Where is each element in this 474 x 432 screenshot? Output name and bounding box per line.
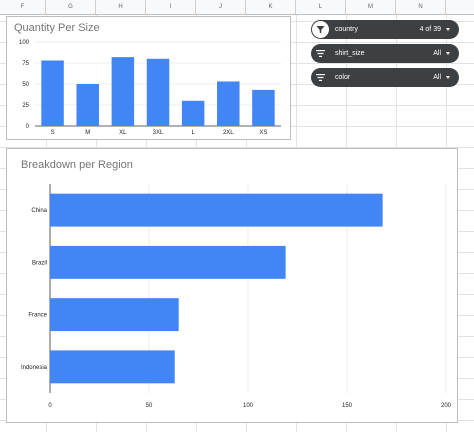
x-tick-label: XL — [119, 130, 127, 136]
x-tick-label: S — [51, 130, 55, 136]
bar-l — [181, 100, 205, 126]
x-tick-label: 0 — [48, 403, 52, 409]
y-tick-label: France — [28, 313, 47, 319]
filter-lines-icon[interactable] — [312, 69, 329, 86]
y-tick-label: China — [31, 208, 47, 214]
funnel-filled-icon[interactable] — [312, 21, 329, 38]
y-tick-label: 25 — [22, 103, 29, 109]
column-header-g[interactable]: G — [46, 0, 96, 14]
x-tick-label: M — [85, 130, 90, 136]
x-tick-label: 2XL — [223, 130, 234, 136]
bar-3xl — [146, 58, 170, 126]
column-header-m[interactable]: M — [346, 0, 396, 14]
x-tick-label: 50 — [146, 403, 153, 409]
slicer-value[interactable]: All — [433, 74, 441, 81]
y-tick-label: 75 — [22, 61, 29, 67]
bar-china — [50, 193, 383, 227]
column-header-row: F G H I J K L M N — [0, 0, 474, 15]
bar-m — [76, 84, 99, 126]
column-header-i[interactable]: I — [146, 0, 196, 14]
bar-france — [50, 298, 179, 332]
dropdown-caret-icon[interactable] — [446, 28, 450, 31]
chart-plot: 0 25 50 75 100 S M XL 3XL L 2XL XS — [19, 40, 281, 136]
dropdown-caret-icon[interactable] — [446, 76, 450, 79]
color-filter-slicer[interactable]: color All — [311, 68, 459, 87]
dropdown-caret-icon[interactable] — [446, 52, 450, 55]
chart-plot: 0 50 100 150 200 China Brazil France Indonesia — [21, 184, 452, 409]
x-tick-label: 150 — [342, 403, 353, 409]
shirt-size-filter-slicer[interactable]: shirt_size All — [311, 44, 459, 63]
slicer-field-name: shirt_size — [335, 50, 365, 57]
bar-2xl — [217, 81, 240, 126]
x-tick-label: 3XL — [153, 130, 164, 136]
x-tick-label: L — [191, 130, 195, 136]
chart-title: Breakdown per Region — [21, 159, 133, 171]
bar-s — [41, 60, 64, 127]
country-filter-slicer[interactable]: country 4 of 39 — [311, 20, 459, 39]
filter-lines-icon[interactable] — [312, 45, 329, 62]
y-tick-label: 0 — [26, 124, 30, 130]
column-header-l[interactable]: L — [296, 0, 346, 14]
column-header-h[interactable]: H — [96, 0, 146, 14]
slicer-field-name: color — [335, 74, 351, 81]
bar-xs — [252, 89, 275, 126]
y-tick-label: 100 — [19, 40, 30, 46]
y-tick-label: 50 — [22, 82, 29, 88]
quantity-per-size-chart[interactable]: Quantity Per Size 0 25 50 75 100 S M XL 3XL L 2XL X… — [6, 16, 291, 140]
slicer-value[interactable]: All — [433, 50, 441, 57]
bar-brazil — [50, 245, 286, 279]
chart-title: Quantity Per Size — [14, 22, 100, 34]
column-header-f[interactable]: F — [0, 0, 46, 14]
breakdown-per-region-chart[interactable]: Breakdown per Region 0 50 100 150 200 China Br… — [6, 148, 458, 423]
column-header-j[interactable]: J — [196, 0, 246, 14]
x-tick-label: 100 — [243, 403, 254, 409]
bar-indonesia — [50, 350, 175, 384]
slicer-field-name: country — [335, 26, 358, 33]
bar-xl — [111, 57, 135, 127]
column-header-k[interactable]: K — [246, 0, 296, 14]
column-header-n[interactable]: N — [396, 0, 446, 14]
y-tick-label: Indonesia — [21, 365, 48, 371]
slicer-value[interactable]: 4 of 39 — [419, 26, 441, 33]
x-tick-label: 200 — [441, 403, 452, 409]
y-tick-label: Brazil — [32, 260, 47, 266]
x-tick-label: XS — [259, 130, 267, 136]
